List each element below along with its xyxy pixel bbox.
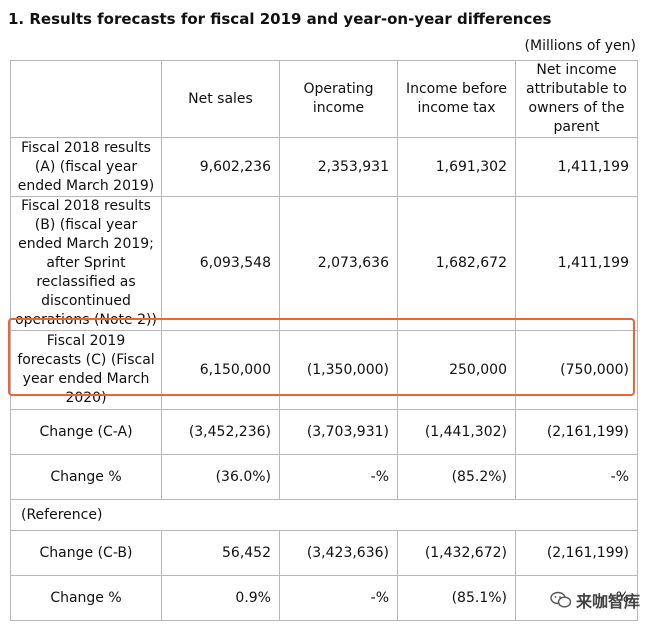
cell-value: 2,073,636 bbox=[279, 196, 398, 331]
cell-value: (1,432,672) bbox=[397, 530, 516, 576]
table-row-forecast: Fiscal 2019 forecasts (C) (Fiscal year e… bbox=[10, 330, 638, 410]
results-table: Net sales Operating income Income before… bbox=[10, 60, 638, 621]
cell-value: (3,423,636) bbox=[279, 530, 398, 576]
row-label: Change % bbox=[10, 575, 162, 621]
column-header-net-sales: Net sales bbox=[161, 60, 280, 138]
table-row: Change (C-B) 56,452 (3,423,636) (1,432,6… bbox=[10, 530, 638, 576]
cell-value: -% bbox=[279, 575, 398, 621]
cell-value: 56,452 bbox=[161, 530, 280, 576]
cell-value: (2,161,199) bbox=[515, 530, 638, 576]
table-row: Change % 0.9% -% (85.1%) -% bbox=[10, 575, 638, 621]
cell-value: 9,602,236 bbox=[161, 137, 280, 197]
reference-label: (Reference) bbox=[10, 499, 638, 531]
cell-value: (1,350,000) bbox=[279, 330, 398, 410]
column-header-operating-income: Operating income bbox=[279, 60, 398, 138]
row-label: Fiscal 2019 forecasts (C) (Fiscal year e… bbox=[10, 330, 162, 410]
section-heading: 1. Results forecasts for fiscal 2019 and… bbox=[8, 10, 552, 28]
row-label: Change (C-A) bbox=[10, 409, 162, 455]
watermark-text: 来咖智库 bbox=[575, 592, 640, 611]
cell-value: -% bbox=[515, 575, 638, 621]
cell-value: 1,411,199 bbox=[515, 196, 638, 331]
cell-value: 6,150,000 bbox=[161, 330, 280, 410]
cell-value: (750,000) bbox=[515, 330, 638, 410]
column-header-income-before-tax: Income before income tax bbox=[397, 60, 516, 138]
cell-value: (36.0%) bbox=[161, 454, 280, 500]
table-row: Change (C-A) (3,452,236) (3,703,931) (1,… bbox=[10, 409, 638, 455]
cell-value: (3,452,236) bbox=[161, 409, 280, 455]
row-label: Fiscal 2018 results (B) (fiscal year end… bbox=[10, 196, 162, 331]
cell-value: 1,682,672 bbox=[397, 196, 516, 331]
cell-value: -% bbox=[515, 454, 638, 500]
cell-value: 1,411,199 bbox=[515, 137, 638, 197]
cell-value: 2,353,931 bbox=[279, 137, 398, 197]
table-row: Fiscal 2018 results (B) (fiscal year end… bbox=[10, 196, 638, 331]
row-label: Fiscal 2018 results (A) (fiscal year end… bbox=[10, 137, 162, 197]
cell-value: 1,691,302 bbox=[397, 137, 516, 197]
cell-value: (3,703,931) bbox=[279, 409, 398, 455]
cell-value: (1,441,302) bbox=[397, 409, 516, 455]
unit-note: (Millions of yen) bbox=[524, 38, 636, 54]
cell-value: 6,093,548 bbox=[161, 196, 280, 331]
cell-value: -% bbox=[279, 454, 398, 500]
watermark: 来咖智库 bbox=[550, 588, 640, 612]
cell-value: (85.2%) bbox=[397, 454, 516, 500]
wechat-icon bbox=[550, 591, 572, 609]
table-row: Change % (36.0%) -% (85.2%) -% bbox=[10, 454, 638, 500]
cell-value: (85.1%) bbox=[397, 575, 516, 621]
table-row: Fiscal 2018 results (A) (fiscal year end… bbox=[10, 137, 638, 197]
header-blank-cell bbox=[10, 60, 162, 138]
cell-value: 250,000 bbox=[397, 330, 516, 410]
cell-value: 0.9% bbox=[161, 575, 280, 621]
reference-row: (Reference) bbox=[10, 499, 638, 531]
row-label: Change % bbox=[10, 454, 162, 500]
cell-value: (2,161,199) bbox=[515, 409, 638, 455]
row-label: Change (C-B) bbox=[10, 530, 162, 576]
column-header-net-income: Net income attributable to owners of the… bbox=[515, 60, 638, 138]
header-row: Net sales Operating income Income before… bbox=[10, 60, 638, 138]
